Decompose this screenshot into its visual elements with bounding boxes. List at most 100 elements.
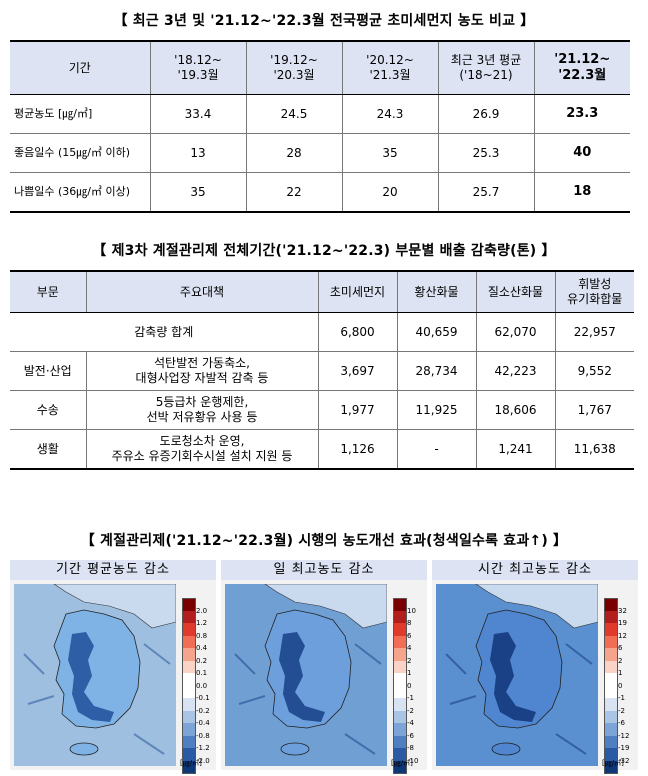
legend-tick-label: 0 [407, 681, 412, 690]
legend-tick-label: -19 [618, 744, 630, 752]
legend-swatch [604, 723, 618, 736]
sector-label: 생활 [10, 429, 87, 470]
header-col: '19.12~ '20.3월 [245, 40, 343, 95]
legend-swatch [182, 598, 196, 612]
header-col-current: '21.12~ '22.3월 [533, 40, 630, 95]
legend-tick-label: 0.0 [196, 681, 208, 690]
legend-swatch [182, 648, 196, 661]
table-row: 발전·산업 석탄발전 가동축소, 대형사업장 자발적 감축 등 3,697 28,… [10, 351, 634, 391]
map-panel-title: 시간 최고농도 감소 [432, 560, 638, 580]
header-voc: 휘발성 유기화합물 [554, 270, 634, 313]
legend-swatch [604, 698, 618, 711]
concentration-comparison-table: 기간 '18.12~ '19.3월 '19.12~ '20.3월 '20.12~ '2… [10, 40, 630, 213]
legend-tick-label: -1 [618, 694, 625, 702]
legend-unit: [㎍/㎥] [602, 759, 624, 767]
legend-tick-label: -2 [407, 706, 414, 715]
table-cell: 3,697 [317, 351, 398, 391]
table-cell-current: 40 [533, 133, 630, 173]
legend-tick-label: 0.1 [196, 669, 208, 677]
table-cell: 1,126 [317, 429, 398, 470]
legend-swatch [393, 685, 407, 698]
legend-swatch [393, 598, 407, 612]
legend-tick-label: -0.8 [196, 731, 210, 740]
legend-swatch [393, 735, 407, 748]
legend-unit: [㎍/㎥] [391, 759, 413, 767]
header-nox: 질소산화물 [475, 270, 556, 313]
legend-tick-label: 1 [618, 669, 623, 677]
plume-streaks [234, 643, 382, 755]
table-cell: 11,638 [554, 429, 634, 470]
legend-tick-label: -8 [407, 744, 414, 752]
legend-tick-label: -10 [407, 756, 419, 765]
plume-streaks [23, 643, 171, 755]
color-legend: 2.0 1.2 0.8 0.4 0.2 0.1 0.0 -0.1 -0.2 -0.4 -0.8 -1.… [178, 596, 214, 774]
legend-swatch [182, 623, 196, 636]
north-region [53, 584, 176, 629]
legend-swatch [393, 660, 407, 673]
header-col: '20.12~ '21.3월 [341, 40, 439, 95]
legend-swatch [393, 710, 407, 723]
header-pm25: 초미세먼지 [317, 270, 398, 313]
legend-swatch [604, 598, 618, 612]
legend-swatch [182, 673, 196, 686]
table-cell: - [396, 429, 477, 470]
table-cell-current: 18 [533, 172, 630, 213]
legend-tick-label: -4 [407, 719, 414, 727]
row-label: 좋음일수 (15㎍/㎥ 이하) [10, 133, 151, 173]
table-row: 생활 도로청소차 운영, 주유소 유증기회수시설 설치 지원 등 1,126 - … [10, 429, 634, 470]
korea-map [436, 584, 598, 766]
legend-swatch [182, 685, 196, 698]
legend-swatch [604, 673, 618, 686]
legend-swatch [604, 635, 618, 648]
table1-title: 【 최근 3년 및 '21.12~'22.3월 전국평균 초미세먼지 농도 비교… [113, 13, 535, 29]
legend-swatch [604, 735, 618, 748]
table-cell: 1,241 [475, 429, 556, 470]
high-reduction-area [490, 632, 536, 722]
table-cell: 35 [341, 133, 439, 173]
legend-tick-label: -0.4 [196, 719, 210, 727]
legend-swatch [182, 723, 196, 736]
legend-tick-label: 19 [618, 619, 627, 627]
table-cell-current: 23.3 [533, 94, 630, 134]
legend-tick-label: 4 [407, 644, 412, 652]
legend-swatch [182, 710, 196, 723]
korea-map [14, 584, 176, 766]
table-row: 좋음일수 (15㎍/㎥ 이하) 13 28 35 25.3 40 [10, 133, 630, 173]
jeju-island [280, 742, 310, 756]
table-cell: 28 [245, 133, 343, 173]
legend-swatch [393, 760, 407, 774]
legend-swatch [604, 760, 618, 774]
legend-tick-label: 6 [407, 631, 412, 640]
legend-swatch [604, 623, 618, 636]
legend-tick-label: 0 [618, 681, 623, 690]
legend-tick-label: 0.2 [196, 656, 208, 665]
legend-swatch [182, 660, 196, 673]
table-row: 평균농도 [㎍/㎥] 33.4 24.5 24.3 26.9 23.3 [10, 94, 630, 134]
table-cell: 40,659 [396, 312, 477, 352]
header-measures: 주요대책 [85, 270, 319, 313]
maps-title: 【 계절관리제('21.12~'22.3월) 시행의 농도개선 효과(청색일수록… [80, 533, 568, 549]
legend-tick-label: 0.4 [196, 644, 208, 652]
legend-tick-label: -2.0 [196, 756, 210, 765]
table-cell: 62,070 [475, 312, 556, 352]
legend-tick-label: -1.2 [196, 744, 210, 752]
measures-cell: 5등급차 운행제한, 선박 저유황유 사용 등 [85, 390, 319, 430]
legend-swatch [393, 723, 407, 736]
legend-swatch [393, 635, 407, 648]
table-cell: 28,734 [396, 351, 477, 391]
legend-tick-label: 12 [618, 631, 627, 640]
legend-tick-label: 8 [407, 619, 412, 627]
legend-tick-label: -2 [618, 706, 625, 715]
legend-swatch [182, 735, 196, 748]
korea-map [225, 584, 387, 766]
map-panel: 시간 최고농도 감소 32 19 12 6 2 1 0 -1 -2 -6 -12 -19 -32 [㎍/㎥… [432, 560, 638, 774]
row-label: 평균농도 [㎍/㎥] [10, 94, 151, 134]
legend-swatch [604, 685, 618, 698]
sector-label: 수송 [10, 390, 87, 430]
table-cell: 22,957 [554, 312, 634, 352]
table-cell: 1,767 [554, 390, 634, 430]
legend-tick-label: -0.1 [196, 694, 210, 702]
legend-tick-label: 2 [407, 656, 412, 665]
legend-tick-label: -12 [618, 731, 630, 740]
high-reduction-area [68, 632, 114, 722]
